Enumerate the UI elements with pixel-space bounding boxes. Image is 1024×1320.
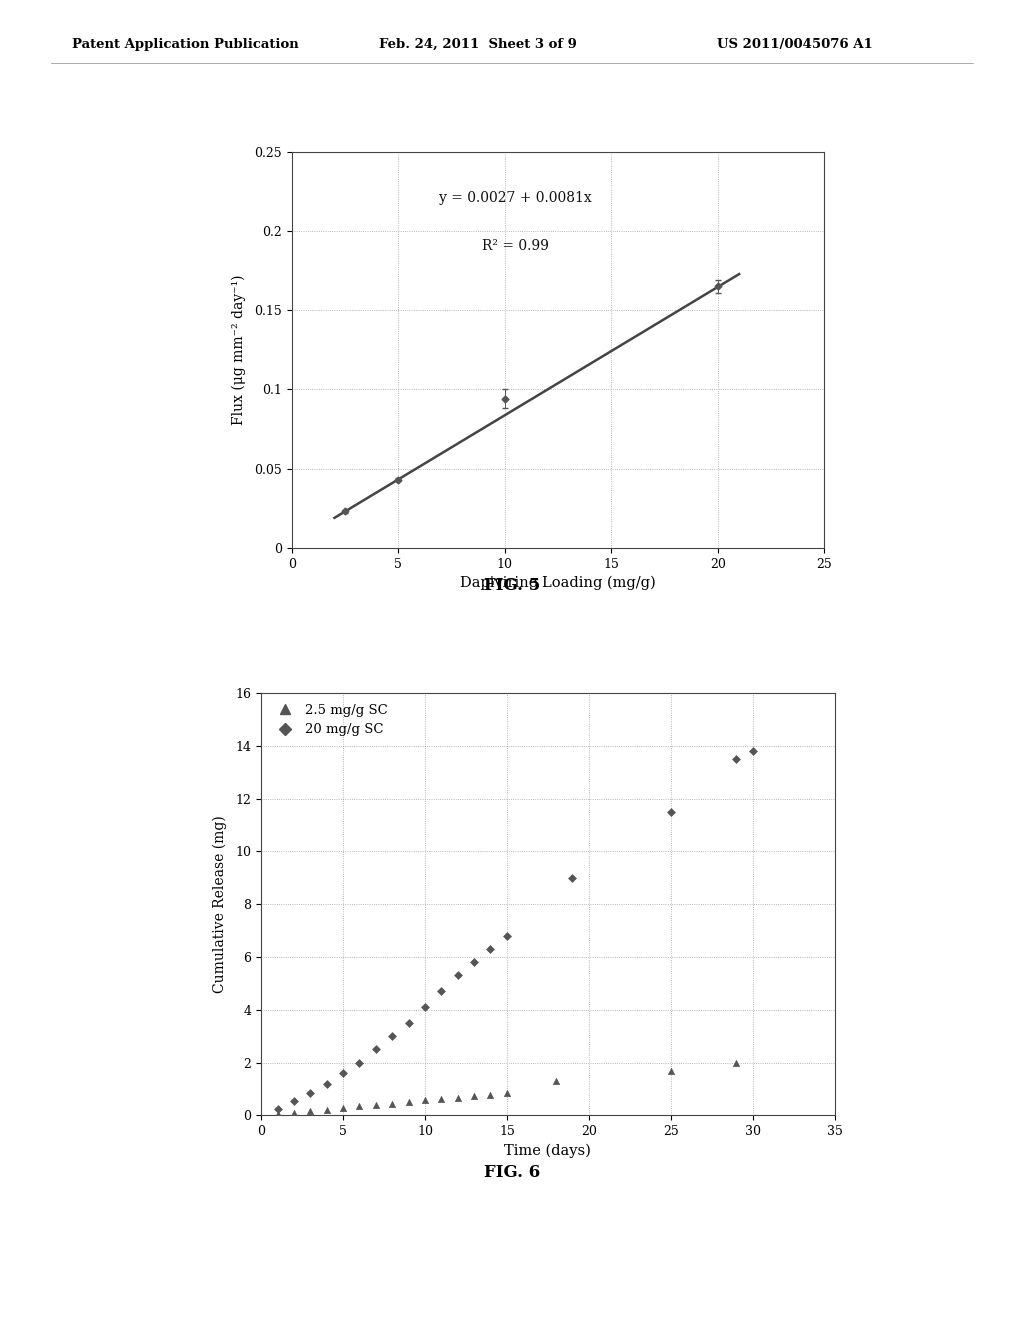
Point — [417, 997, 433, 1018]
Text: y = 0.0027 + 0.0081x: y = 0.0027 + 0.0081x — [439, 191, 592, 206]
Point — [368, 1094, 384, 1115]
Point — [466, 1086, 482, 1107]
Text: R² = 0.99: R² = 0.99 — [482, 239, 549, 253]
Point — [302, 1101, 318, 1122]
Point — [663, 1060, 679, 1081]
Point — [286, 1090, 302, 1111]
Point — [269, 1104, 286, 1125]
Point — [368, 1039, 384, 1060]
Point — [335, 1063, 351, 1084]
Point — [318, 1073, 335, 1094]
Text: US 2011/0045076 A1: US 2011/0045076 A1 — [717, 37, 872, 50]
Point — [499, 1082, 515, 1104]
Y-axis label: Flux (μg mm⁻² day⁻¹): Flux (μg mm⁻² day⁻¹) — [231, 275, 246, 425]
Point — [564, 867, 581, 888]
Legend: 2.5 mg/g SC, 20 mg/g SC: 2.5 mg/g SC, 20 mg/g SC — [267, 700, 391, 741]
Text: Feb. 24, 2011  Sheet 3 of 9: Feb. 24, 2011 Sheet 3 of 9 — [379, 37, 577, 50]
Y-axis label: Cumulative Release (mg): Cumulative Release (mg) — [213, 816, 227, 993]
Point — [548, 1071, 564, 1092]
Point — [400, 1092, 417, 1113]
Point — [450, 1088, 466, 1109]
Point — [384, 1093, 400, 1114]
Point — [466, 952, 482, 973]
Text: Patent Application Publication: Patent Application Publication — [72, 37, 298, 50]
Point — [335, 1097, 351, 1118]
Point — [499, 925, 515, 946]
Point — [728, 1052, 744, 1073]
Point — [663, 801, 679, 822]
Text: FIG. 5: FIG. 5 — [484, 577, 540, 594]
Point — [433, 1089, 450, 1110]
Point — [744, 741, 761, 762]
Point — [269, 1098, 286, 1119]
X-axis label: Dapivirine Loading (mg/g): Dapivirine Loading (mg/g) — [460, 576, 656, 590]
Point — [351, 1052, 368, 1073]
Point — [384, 1026, 400, 1047]
Point — [400, 1012, 417, 1034]
Point — [482, 1084, 499, 1105]
Point — [286, 1102, 302, 1123]
X-axis label: Time (days): Time (days) — [505, 1143, 591, 1158]
Point — [318, 1100, 335, 1121]
Point — [482, 939, 499, 960]
Point — [433, 981, 450, 1002]
Text: FIG. 6: FIG. 6 — [484, 1164, 540, 1181]
Point — [450, 965, 466, 986]
Point — [728, 748, 744, 770]
Point — [351, 1096, 368, 1117]
Point — [417, 1089, 433, 1110]
Point — [302, 1082, 318, 1104]
